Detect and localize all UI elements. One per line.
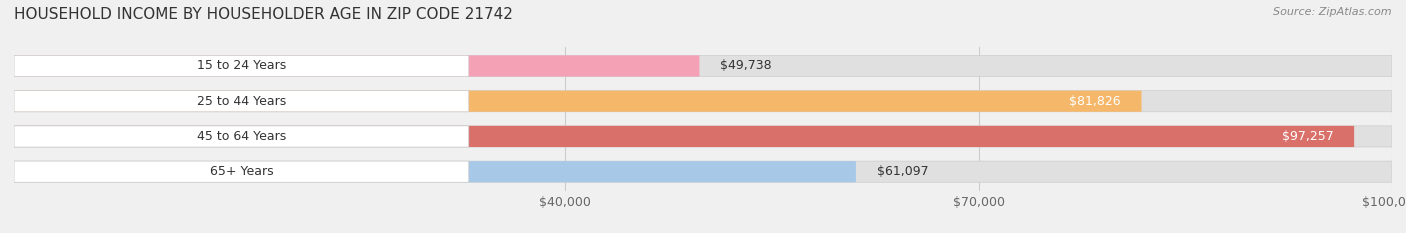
- FancyBboxPatch shape: [14, 91, 1142, 112]
- Text: $61,097: $61,097: [876, 165, 928, 178]
- Text: HOUSEHOLD INCOME BY HOUSEHOLDER AGE IN ZIP CODE 21742: HOUSEHOLD INCOME BY HOUSEHOLDER AGE IN Z…: [14, 7, 513, 22]
- FancyBboxPatch shape: [14, 161, 468, 182]
- FancyBboxPatch shape: [14, 55, 699, 77]
- Text: 15 to 24 Years: 15 to 24 Years: [197, 59, 285, 72]
- FancyBboxPatch shape: [14, 55, 468, 77]
- FancyBboxPatch shape: [14, 91, 468, 112]
- FancyBboxPatch shape: [14, 161, 1392, 182]
- FancyBboxPatch shape: [14, 161, 856, 182]
- Text: $81,826: $81,826: [1069, 95, 1121, 108]
- Text: 65+ Years: 65+ Years: [209, 165, 273, 178]
- FancyBboxPatch shape: [14, 126, 1392, 147]
- Text: Source: ZipAtlas.com: Source: ZipAtlas.com: [1274, 7, 1392, 17]
- FancyBboxPatch shape: [14, 126, 468, 147]
- Text: 25 to 44 Years: 25 to 44 Years: [197, 95, 285, 108]
- Text: $97,257: $97,257: [1282, 130, 1333, 143]
- Text: 45 to 64 Years: 45 to 64 Years: [197, 130, 285, 143]
- FancyBboxPatch shape: [14, 126, 1354, 147]
- FancyBboxPatch shape: [14, 91, 1392, 112]
- Text: $49,738: $49,738: [720, 59, 772, 72]
- FancyBboxPatch shape: [14, 55, 1392, 77]
